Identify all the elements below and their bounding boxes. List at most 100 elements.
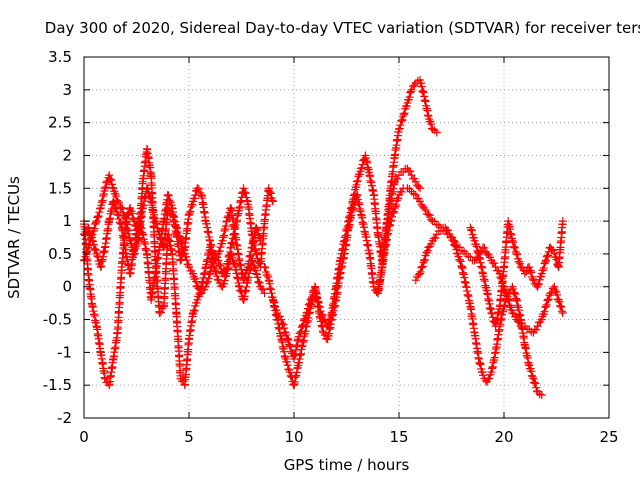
y-tick-label: 2.5 xyxy=(48,114,72,132)
data-point xyxy=(525,263,534,272)
data-point xyxy=(305,300,314,309)
y-axis-ticks: -2 -1.5 -1 -0.5 0 0.5 1 1.5 2 2.5 3 3.5 xyxy=(43,48,609,427)
data-point xyxy=(283,357,291,366)
data-point xyxy=(544,295,553,304)
data-point xyxy=(406,167,415,176)
data-point xyxy=(261,263,270,272)
data-point xyxy=(399,110,408,119)
data-point xyxy=(509,284,518,293)
data-point xyxy=(547,245,556,254)
data-point xyxy=(397,116,406,125)
data-point xyxy=(521,269,529,278)
data-point xyxy=(414,182,423,191)
x-tick-label: 15 xyxy=(389,428,408,446)
x-tick-label: 20 xyxy=(494,428,513,446)
data-point xyxy=(108,183,117,192)
y-tick-label: 3.5 xyxy=(48,48,72,66)
data-point xyxy=(282,330,291,339)
data-point xyxy=(420,256,429,265)
data-point xyxy=(177,255,186,264)
data-point xyxy=(284,335,293,344)
data-point xyxy=(456,257,465,266)
y-tick-label: 1.5 xyxy=(48,179,72,197)
y-tick-label: 0.5 xyxy=(48,245,72,263)
data-point xyxy=(396,121,405,130)
data-point xyxy=(228,253,237,262)
data-point xyxy=(253,273,262,282)
y-tick-label: -1.5 xyxy=(43,376,72,394)
series-4 xyxy=(269,75,441,390)
data-point xyxy=(122,214,131,223)
y-axis-label: SDTVAR / TECUs xyxy=(5,176,23,299)
data-point xyxy=(546,289,555,298)
x-tick-label: 5 xyxy=(184,428,194,446)
data-point xyxy=(216,261,225,270)
data-point xyxy=(240,274,249,283)
data-point xyxy=(301,314,310,323)
data-point xyxy=(229,257,238,266)
data-point xyxy=(109,197,118,206)
data-point xyxy=(102,178,111,187)
data-point xyxy=(296,329,305,338)
data-point xyxy=(179,249,188,258)
data-point xyxy=(243,196,252,205)
data-point xyxy=(239,184,248,193)
data-point xyxy=(542,300,551,309)
x-tick-label: 0 xyxy=(79,428,89,446)
data-point xyxy=(241,189,250,198)
data-point xyxy=(353,177,361,186)
data-point xyxy=(252,225,261,234)
data-point xyxy=(204,274,213,283)
data-point xyxy=(522,267,531,276)
data-point xyxy=(105,171,114,180)
data-point xyxy=(528,372,537,381)
data-point xyxy=(263,270,272,279)
data-point xyxy=(135,218,144,227)
y-tick-label: 3 xyxy=(62,81,72,99)
data-markers xyxy=(80,75,567,400)
data-point xyxy=(304,304,312,313)
data-point xyxy=(386,217,395,226)
data-point xyxy=(557,303,566,312)
data-point xyxy=(240,188,249,197)
data-point xyxy=(324,320,333,329)
data-point xyxy=(189,306,198,315)
data-point xyxy=(406,87,415,96)
data-point xyxy=(178,250,186,259)
data-point xyxy=(299,316,308,325)
data-point xyxy=(467,225,476,234)
data-point xyxy=(308,292,317,301)
data-point xyxy=(513,250,522,259)
data-point xyxy=(470,236,479,245)
data-point xyxy=(164,190,172,199)
data-point xyxy=(535,279,543,288)
data-point xyxy=(283,361,292,370)
data-point xyxy=(186,207,195,216)
data-point xyxy=(397,187,406,196)
data-point xyxy=(215,260,224,269)
data-point xyxy=(420,203,429,212)
data-point xyxy=(260,289,269,298)
data-point xyxy=(285,341,294,350)
data-point xyxy=(416,269,424,278)
data-point xyxy=(318,310,326,319)
data-point xyxy=(395,124,404,133)
data-point xyxy=(252,269,261,278)
x-tick-label: 10 xyxy=(284,428,303,446)
data-point xyxy=(420,255,429,264)
data-point xyxy=(510,288,519,297)
data-point xyxy=(278,319,287,328)
y-tick-label: -0.5 xyxy=(43,311,72,329)
data-point xyxy=(255,233,264,242)
data-point xyxy=(537,391,546,400)
data-point xyxy=(389,208,398,217)
data-point xyxy=(528,274,537,283)
data-point xyxy=(416,267,425,276)
data-point xyxy=(542,302,550,311)
data-point xyxy=(194,184,203,193)
data-point xyxy=(427,215,436,224)
data-point xyxy=(264,184,273,193)
data-point xyxy=(417,263,426,272)
data-point xyxy=(421,205,430,214)
